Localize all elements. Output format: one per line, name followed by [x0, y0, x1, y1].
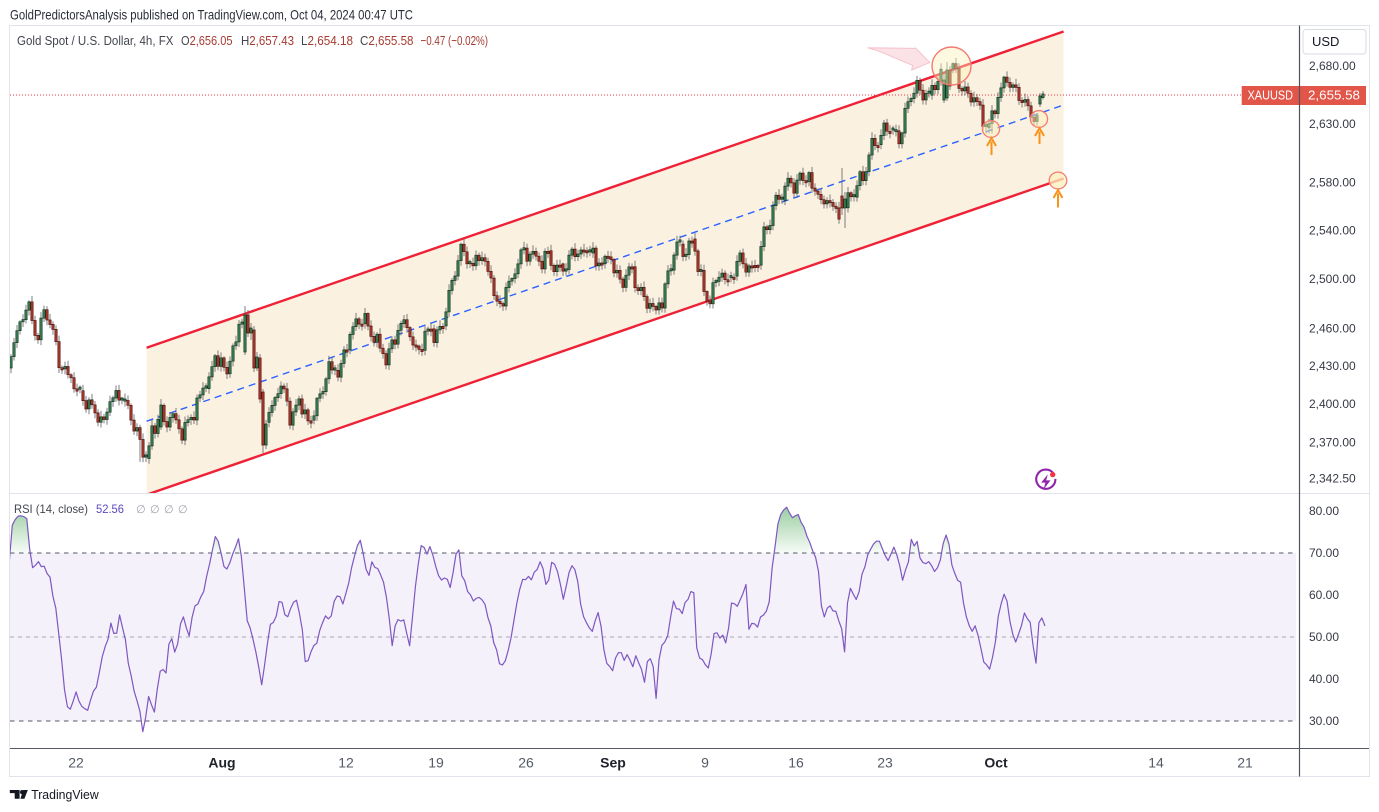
svg-text:L2,654.18: L2,654.18 [301, 33, 353, 48]
svg-text:USD: USD [1312, 34, 1339, 49]
svg-text:∅: ∅ [136, 504, 146, 516]
svg-text:XAUUSD: XAUUSD [1248, 89, 1294, 103]
svg-text:RSI (14, close): RSI (14, close) [14, 502, 88, 516]
svg-text:12: 12 [338, 755, 354, 771]
svg-text:2,370.00: 2,370.00 [1309, 436, 1356, 450]
svg-text:21: 21 [1237, 755, 1253, 771]
svg-text:GoldPredictorsAnalysis publish: GoldPredictorsAnalysis published on Trad… [10, 7, 413, 23]
svg-text:22: 22 [68, 755, 84, 771]
svg-text:30.00: 30.00 [1309, 714, 1339, 728]
svg-text:∅: ∅ [164, 504, 174, 516]
svg-text:50.00: 50.00 [1309, 630, 1339, 644]
svg-text:H2,657.43: H2,657.43 [241, 33, 294, 48]
svg-text:2,430.00: 2,430.00 [1309, 359, 1356, 373]
svg-text:2,680.00: 2,680.00 [1309, 59, 1356, 73]
svg-text:14: 14 [1148, 755, 1164, 771]
svg-text:9: 9 [701, 755, 709, 771]
svg-text:80.00: 80.00 [1309, 504, 1339, 518]
svg-text:16: 16 [788, 755, 804, 771]
svg-text:2,540.00: 2,540.00 [1309, 224, 1356, 238]
svg-text:2,400.00: 2,400.00 [1309, 397, 1356, 411]
svg-text:26: 26 [518, 755, 534, 771]
svg-text:2,342.50: 2,342.50 [1309, 471, 1356, 485]
svg-text:2,500.00: 2,500.00 [1309, 272, 1356, 286]
svg-text:19: 19 [428, 755, 444, 771]
svg-text:∅: ∅ [178, 504, 188, 516]
svg-text:O2,656.05: O2,656.05 [181, 33, 233, 48]
svg-text:2,580.00: 2,580.00 [1309, 176, 1356, 190]
svg-text:∅: ∅ [150, 504, 160, 516]
svg-text:Oct: Oct [984, 755, 1008, 771]
svg-text:60.00: 60.00 [1309, 588, 1339, 602]
svg-text:2,655.58: 2,655.58 [1308, 89, 1360, 103]
svg-text:TradingView: TradingView [31, 788, 99, 802]
svg-text:Aug: Aug [208, 755, 235, 771]
svg-text:23: 23 [877, 755, 893, 771]
svg-text:2,460.00: 2,460.00 [1309, 321, 1356, 335]
svg-text:70.00: 70.00 [1309, 546, 1339, 560]
svg-text:40.00: 40.00 [1309, 672, 1339, 686]
svg-text:Sep: Sep [600, 755, 626, 771]
svg-text:52.56: 52.56 [96, 502, 124, 516]
svg-text:Gold Spot / U.S. Dollar, 4h, F: Gold Spot / U.S. Dollar, 4h, FX [17, 33, 174, 48]
svg-text:C2,655.58: C2,655.58 [360, 33, 414, 48]
svg-text:2,630.00: 2,630.00 [1309, 117, 1356, 131]
svg-text:−0.47 (−0.02%): −0.47 (−0.02%) [421, 33, 489, 48]
